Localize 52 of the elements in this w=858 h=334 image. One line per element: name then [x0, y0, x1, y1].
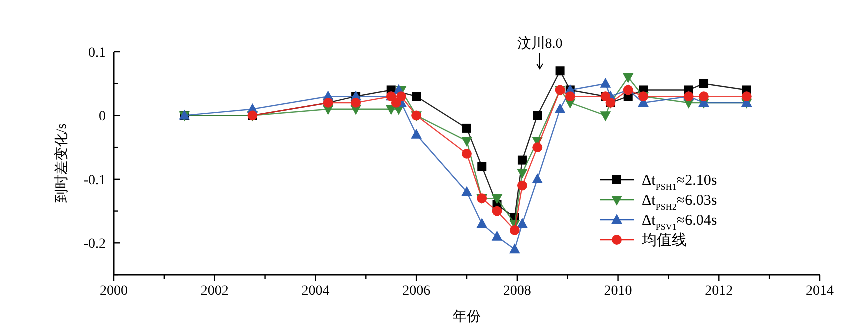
point	[622, 73, 634, 84]
point	[700, 79, 709, 88]
point	[600, 78, 612, 88]
point	[510, 225, 520, 236]
point	[492, 194, 503, 204]
point	[517, 169, 528, 179]
point	[476, 218, 488, 228]
point	[518, 180, 528, 191]
legend-label: Δt$_{PSH2}$≈6.03s	[642, 193, 718, 212]
x-tick-label: 2000	[100, 284, 128, 299]
annotation: 汶川8.0	[517, 36, 563, 52]
point	[565, 92, 576, 102]
point	[518, 156, 527, 165]
x-tick-label: 2002	[200, 284, 229, 299]
x-tick-label: 2010	[604, 284, 632, 299]
y-tick-label: -0.2	[84, 237, 106, 252]
point	[396, 92, 406, 102]
point	[492, 206, 502, 216]
point	[517, 218, 528, 228]
y-tick-label: 0	[99, 110, 106, 125]
x-tick-label: 2012	[705, 284, 734, 299]
point	[462, 137, 472, 148]
point	[462, 148, 472, 159]
point	[411, 128, 422, 139]
point	[412, 92, 422, 102]
y-tick-label: -0.1	[84, 173, 106, 188]
point	[532, 174, 543, 184]
legend-label: Δt$_{PSH1}$≈2.10s	[642, 173, 718, 192]
point	[478, 162, 487, 172]
point	[533, 111, 542, 120]
point	[532, 142, 543, 153]
point	[462, 186, 472, 196]
x-tick-label: 2014	[806, 284, 834, 299]
point	[556, 66, 565, 76]
point	[699, 92, 709, 102]
point	[462, 124, 472, 133]
point	[391, 98, 402, 108]
point	[492, 230, 503, 241]
point	[742, 92, 752, 102]
annotation: 汶川8.0	[517, 37, 563, 70]
legend-label: Δt$_{PSV1}$≈6.04s	[642, 213, 718, 232]
x-tick-label: 2004	[302, 284, 330, 299]
point	[510, 244, 520, 254]
x-tick-label: 2006	[402, 284, 431, 299]
point	[600, 112, 612, 122]
point	[554, 103, 566, 114]
x-axis-title: 年份	[453, 309, 481, 325]
legend-label: 均值线	[641, 232, 687, 249]
x-tick-label: 2008	[503, 284, 532, 299]
y-tick-label: 0.1	[88, 46, 106, 61]
point	[351, 98, 362, 108]
y-axis-title: 到时差变化/s	[54, 124, 70, 204]
